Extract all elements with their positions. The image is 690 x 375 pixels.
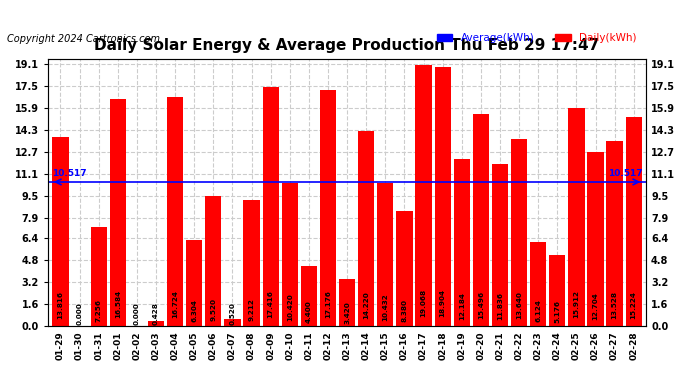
Text: 15.224: 15.224 [631,291,637,319]
Bar [167,97,184,326]
Text: 6.304: 6.304 [191,300,197,322]
Legend: Average(kWh), Daily(kWh): Average(kWh), Daily(kWh) [433,29,641,47]
Bar [415,64,432,326]
Text: 16.584: 16.584 [115,290,121,318]
Bar [301,266,317,326]
Text: 5.176: 5.176 [554,300,560,323]
Text: 18.904: 18.904 [440,289,446,317]
Text: 6.124: 6.124 [535,300,541,322]
Text: 15.912: 15.912 [573,291,580,318]
Text: 9.212: 9.212 [248,298,255,321]
Bar [435,67,451,326]
Bar [453,159,470,326]
Bar [530,242,546,326]
Bar [262,87,279,326]
Text: 12.704: 12.704 [593,292,598,320]
Text: 7.256: 7.256 [96,299,101,322]
Bar [52,136,68,326]
Text: 10.517: 10.517 [608,169,642,178]
Text: 4.400: 4.400 [306,300,312,323]
Text: 9.520: 9.520 [210,298,217,321]
Bar [511,139,527,326]
Bar [569,108,584,326]
Bar [358,131,374,326]
Text: 11.836: 11.836 [497,292,503,320]
Text: 17.416: 17.416 [268,290,274,318]
Title: Daily Solar Energy & Average Production Thu Feb 29 17:47: Daily Solar Energy & Average Production … [95,38,600,53]
Text: 0.000: 0.000 [77,302,83,325]
Bar [549,255,565,326]
Bar [282,183,298,326]
Text: Copyright 2024 Cartronics.com: Copyright 2024 Cartronics.com [7,34,160,44]
Bar [90,227,107,326]
Text: 15.496: 15.496 [478,291,484,319]
Bar [492,164,508,326]
Text: 10.420: 10.420 [287,293,293,321]
Bar [320,90,336,326]
Text: 12.184: 12.184 [459,292,465,320]
Text: 19.068: 19.068 [420,289,426,317]
Bar [473,114,489,326]
Text: 8.380: 8.380 [402,298,407,322]
Text: 13.640: 13.640 [516,291,522,320]
Text: 0.000: 0.000 [134,302,140,325]
Text: 13.816: 13.816 [57,291,63,320]
Text: 16.724: 16.724 [172,290,178,318]
Text: 10.432: 10.432 [382,293,388,321]
Text: 0.428: 0.428 [153,302,159,325]
Bar [607,141,623,326]
Text: 14.220: 14.220 [363,291,369,319]
Text: 17.176: 17.176 [325,290,331,318]
Bar [396,211,413,326]
Text: 13.528: 13.528 [611,291,618,320]
Bar [224,319,241,326]
Bar [626,117,642,326]
Bar [377,183,393,326]
Bar [587,152,604,326]
Bar [205,196,221,326]
Text: 3.420: 3.420 [344,301,350,324]
Bar [148,321,164,326]
Bar [339,279,355,326]
Text: 10.517: 10.517 [52,169,86,178]
Bar [186,240,202,326]
Bar [110,99,126,326]
Bar [244,200,259,326]
Text: 0.520: 0.520 [230,302,235,325]
